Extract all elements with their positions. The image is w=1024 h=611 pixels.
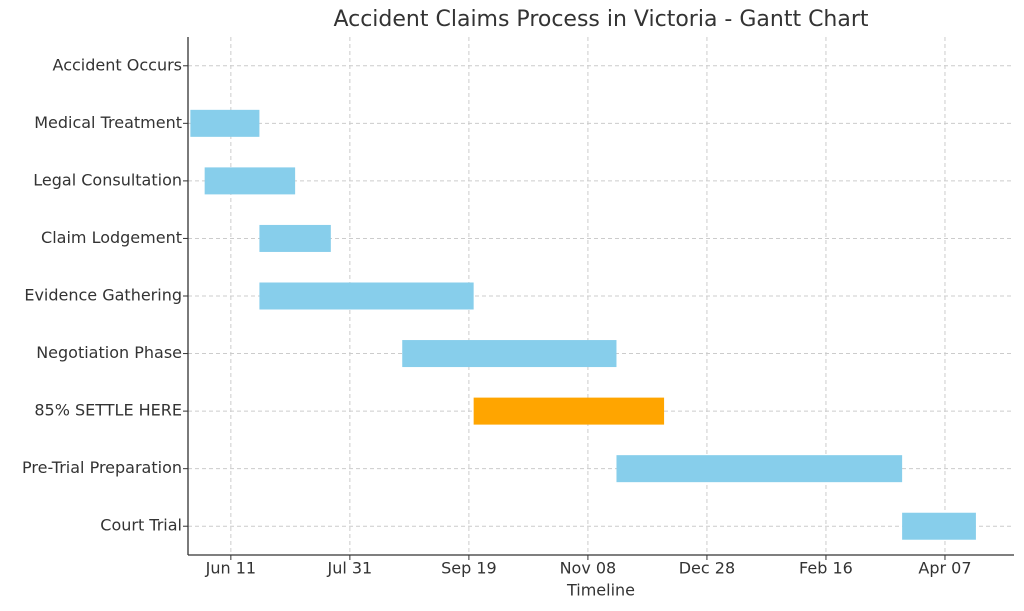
x-tick-label: Apr 07 — [918, 559, 971, 578]
chart-title: Accident Claims Process in Victoria - Ga… — [333, 7, 868, 32]
bar — [259, 282, 474, 310]
y-tick-label: Evidence Gathering — [24, 286, 182, 305]
y-tick-label: Accident Occurs — [53, 55, 182, 74]
x-tick-label: Sep 19 — [441, 559, 497, 578]
bar — [616, 455, 903, 483]
y-tick-label: Medical Treatment — [34, 113, 182, 132]
y-tick-label: Negotiation Phase — [36, 343, 182, 362]
y-tick-label: Legal Consultation — [33, 170, 182, 189]
y-tick-label: Pre-Trial Preparation — [22, 458, 182, 477]
y-tick-label: 85% SETTLE HERE — [34, 401, 182, 420]
bar — [259, 224, 331, 252]
bar — [902, 512, 976, 540]
bar — [402, 340, 617, 368]
y-tick-label: Claim Lodgement — [41, 228, 182, 247]
bar — [473, 397, 665, 425]
x-tick-label: Feb 16 — [799, 559, 853, 578]
y-tick-label: Court Trial — [100, 516, 182, 535]
x-tick-label: Jul 31 — [326, 559, 372, 578]
x-tick-label: Jun 11 — [205, 559, 256, 578]
x-tick-label: Nov 08 — [560, 559, 617, 578]
bar — [204, 167, 296, 195]
bar — [190, 109, 260, 137]
x-axis-label: Timeline — [566, 581, 635, 600]
x-tick-label: Dec 28 — [679, 559, 735, 578]
